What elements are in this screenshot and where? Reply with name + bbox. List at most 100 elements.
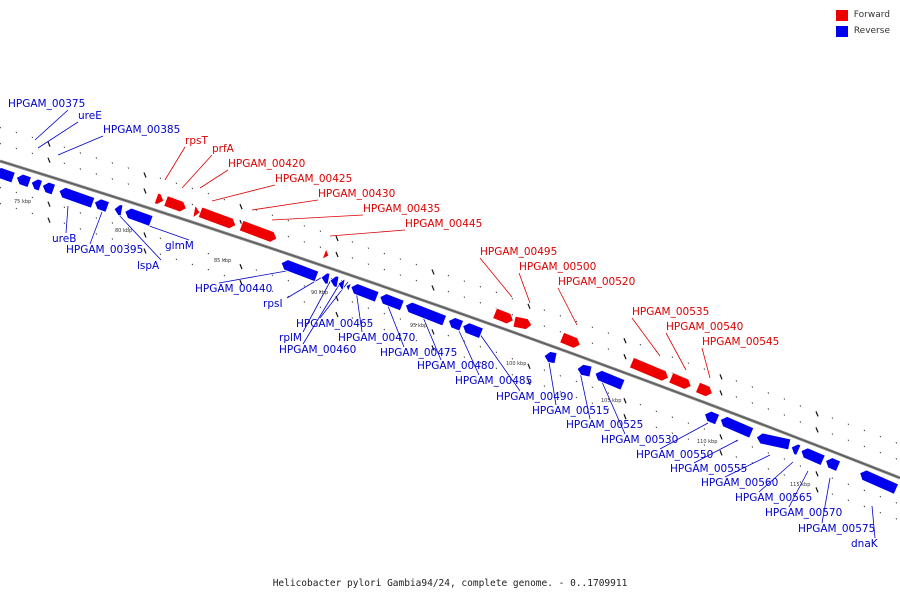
tick-mark — [623, 353, 627, 360]
tick-mark — [799, 465, 801, 467]
tick-mark — [607, 408, 609, 410]
tick-mark — [95, 233, 97, 235]
forward-gene-label: HPGAM_00445 — [405, 218, 482, 230]
forward-gene-label: HPGAM_00495 — [480, 246, 557, 258]
tick-mark — [239, 203, 243, 210]
tick-mark — [767, 408, 769, 410]
tick-mark — [591, 402, 593, 405]
forward-leader-line — [211, 184, 276, 202]
tick-mark — [303, 225, 305, 227]
reverse-gene-label: HPGAM_00465 — [296, 318, 373, 330]
tick-mark — [63, 162, 65, 165]
tick-mark — [479, 285, 481, 288]
genome-backbone-core — [0, 160, 900, 479]
tick-mark — [47, 141, 51, 147]
reverse-leader-line — [821, 477, 831, 524]
tick-mark — [479, 345, 481, 348]
tick-mark — [383, 268, 385, 271]
tick-mark — [607, 348, 609, 350]
reverse-leader-line — [37, 121, 79, 149]
reverse-gene-label: HPGAM_00375 — [8, 98, 85, 110]
tick-mark — [383, 252, 385, 255]
reverse-gene-label: HPGAM_00555 — [670, 463, 747, 475]
tick-mark — [671, 416, 673, 418]
reverse-leader-line — [788, 470, 809, 508]
reverse-gene-feature — [462, 322, 484, 340]
forward-gene-label: HPGAM_00435 — [363, 203, 440, 215]
tick-mark — [783, 414, 785, 416]
tick-mark — [351, 301, 353, 303]
tick-mark — [815, 411, 819, 417]
reverse-gene-feature — [594, 369, 626, 391]
tick-mark — [671, 432, 673, 434]
tick-mark — [47, 201, 51, 207]
tick-mark — [479, 361, 481, 364]
tick-mark — [815, 487, 819, 493]
tick-mark — [607, 332, 609, 334]
legend-reverse-label: Reverse — [853, 26, 890, 36]
tick-mark — [319, 290, 321, 292]
tick-mark — [863, 505, 865, 508]
tick-mark — [767, 468, 769, 470]
reverse-leader-line — [302, 277, 333, 333]
tick-mark — [783, 474, 785, 476]
tick-mark — [575, 396, 577, 399]
tick-mark — [735, 456, 737, 458]
tick-mark — [687, 362, 689, 364]
forward-leader-line — [271, 214, 364, 221]
tick-mark — [15, 131, 17, 134]
gene-labels: rpsT prfA HPGAM_00420 HPGAM_00425 HPGAM_0043… — [8, 98, 879, 550]
forward-gene-feature — [492, 307, 514, 325]
tick-mark — [415, 323, 417, 326]
forward-swatch — [835, 9, 848, 21]
tick-mark — [223, 198, 225, 201]
tick-mark — [159, 177, 161, 179]
reverse-gene-label: HPGAM_00460 — [279, 344, 356, 356]
tick-mark — [207, 252, 209, 255]
tick-mark — [527, 379, 531, 386]
tick-mark — [799, 421, 801, 423]
reverse-gene-label: HPGAM_00560 — [701, 477, 778, 489]
tick-mark — [735, 380, 737, 382]
tick-mark — [271, 274, 273, 277]
tick-mark — [623, 397, 627, 404]
tick-mark — [63, 146, 65, 149]
forward-gene-feature — [163, 195, 187, 213]
tick-mark — [111, 162, 113, 164]
tick-mark — [239, 279, 243, 286]
tick-mark — [847, 423, 849, 426]
tick-mark — [335, 311, 339, 318]
tick-mark — [863, 489, 865, 492]
tick-mark — [511, 313, 513, 316]
reverse-gene-feature — [790, 443, 802, 456]
tick-mark — [447, 290, 449, 293]
tick-mark — [831, 477, 833, 479]
tick-mark — [31, 212, 33, 215]
reverse-leader-line — [286, 275, 325, 299]
tick-mark — [831, 433, 833, 435]
reverse-leader-line — [871, 505, 876, 539]
tick-mark — [0, 126, 1, 129]
tick-mark — [511, 373, 513, 376]
tick-mark — [639, 403, 641, 406]
reverse-gene-feature — [859, 469, 900, 495]
tick-mark — [383, 328, 385, 331]
reverse-gene-feature — [404, 301, 448, 327]
scale-label: 90 kbp — [311, 290, 328, 296]
forward-leader-line — [329, 229, 406, 237]
tick-mark — [415, 339, 417, 342]
reverse-gene-feature — [543, 351, 558, 365]
tick-mark — [255, 285, 257, 287]
forward-gene-feature — [153, 192, 165, 205]
reverse-gene-feature — [113, 204, 124, 217]
tick-mark — [127, 243, 129, 245]
tick-mark — [815, 427, 819, 433]
tick-mark — [319, 306, 321, 308]
reverse-gene-label: rpsI — [263, 298, 283, 310]
tick-mark — [335, 251, 339, 258]
forward-leader-line — [164, 146, 186, 181]
tick-mark — [399, 318, 401, 320]
tick-mark — [799, 481, 801, 483]
tick-mark — [207, 192, 209, 195]
